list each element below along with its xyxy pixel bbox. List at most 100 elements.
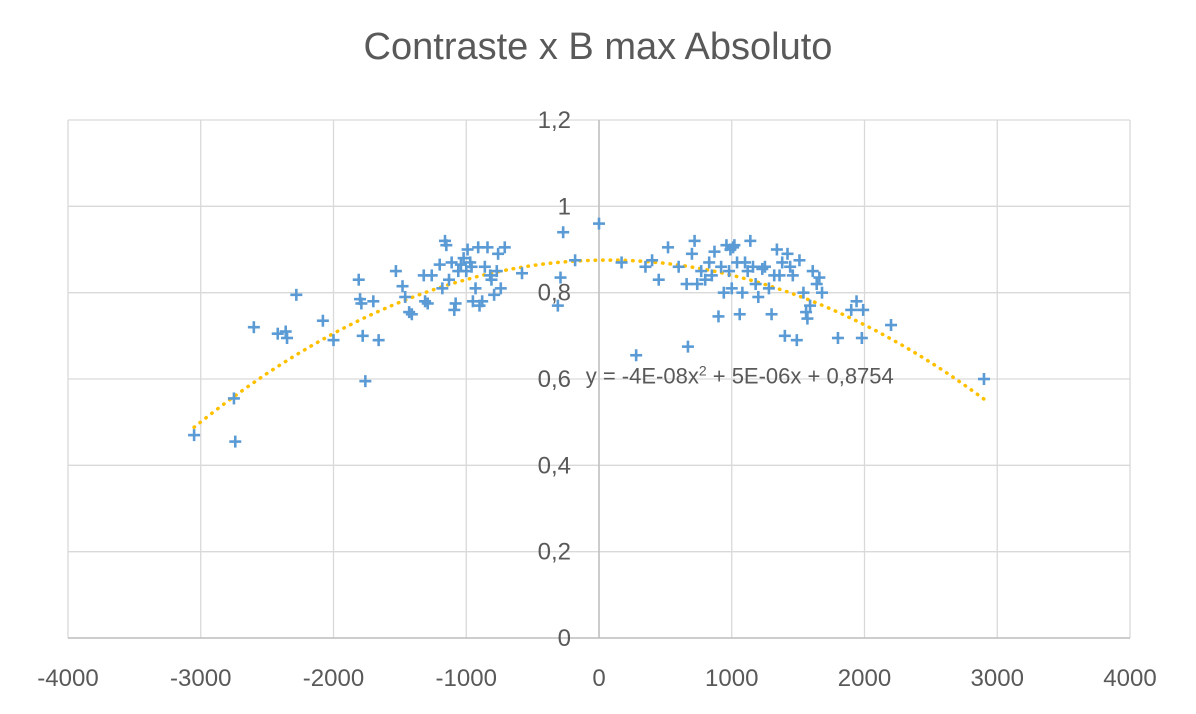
data-point <box>672 260 685 273</box>
y-tick-label: 1,2 <box>538 107 571 134</box>
data-point <box>425 269 438 282</box>
data-point <box>442 273 455 286</box>
data-point <box>845 303 858 316</box>
data-point <box>778 329 791 342</box>
data-point <box>488 288 501 301</box>
data-point <box>705 269 718 282</box>
data-point <box>359 375 372 388</box>
data-point <box>739 256 752 269</box>
data-point <box>744 234 757 247</box>
data-point <box>433 258 446 271</box>
data-point <box>281 331 294 344</box>
y-tick-label: 0,6 <box>538 366 571 393</box>
y-tick-label: 0 <box>558 625 571 652</box>
data-point <box>557 226 570 239</box>
x-tick-label: -1000 <box>436 665 497 692</box>
data-point <box>733 308 746 321</box>
data-point <box>457 252 470 265</box>
data-point <box>498 241 511 254</box>
data-point <box>797 286 810 299</box>
data-point <box>403 306 416 319</box>
data-point <box>699 273 712 286</box>
y-tick-label: 0,4 <box>538 452 571 479</box>
data-point <box>688 234 701 247</box>
data-point <box>490 265 503 278</box>
chart-title: Contraste x B max Absoluto <box>363 26 833 68</box>
data-point <box>448 303 461 316</box>
data-point <box>855 331 868 344</box>
data-point <box>551 299 564 312</box>
data-point <box>746 260 759 273</box>
data-point <box>279 325 292 338</box>
data-point <box>436 282 449 295</box>
data-point <box>593 217 605 230</box>
data-point <box>781 247 794 260</box>
x-tick-label: 2000 <box>838 665 891 692</box>
data-point <box>770 243 783 256</box>
equation-rest: + 5E-06x + 0,8754 <box>707 363 894 388</box>
x-tick-label: -3000 <box>170 665 231 692</box>
data-point <box>372 334 385 347</box>
data-point <box>680 278 693 291</box>
data-point <box>367 295 380 308</box>
data-point <box>356 329 369 342</box>
y-tick-label: 0,8 <box>538 280 571 307</box>
data-point <box>723 265 736 278</box>
data-point <box>188 429 201 442</box>
data-point <box>469 282 482 295</box>
data-point <box>476 295 489 308</box>
data-point <box>399 290 412 303</box>
data-point <box>715 260 728 273</box>
data-point <box>405 308 418 321</box>
trendline-curve <box>192 258 986 430</box>
data-point <box>227 392 240 405</box>
data-point <box>773 269 786 282</box>
data-point <box>762 282 775 295</box>
data-points <box>188 217 990 448</box>
trendline-equation: y = -4E-08x2 + 5E-06x + 0,8754 <box>586 362 894 388</box>
data-point <box>685 247 698 260</box>
data-point <box>681 340 694 353</box>
data-point <box>784 260 797 273</box>
data-point <box>485 273 498 286</box>
data-point <box>813 271 826 284</box>
data-point <box>316 314 329 327</box>
data-point <box>652 273 665 286</box>
data-point <box>396 280 409 293</box>
data-point <box>355 297 368 310</box>
data-point <box>445 256 458 269</box>
data-point <box>727 241 740 254</box>
data-point <box>440 239 453 252</box>
data-point <box>712 310 725 323</box>
data-point <box>756 262 769 275</box>
data-point <box>646 254 659 267</box>
data-point <box>703 256 716 269</box>
data-point <box>758 260 771 273</box>
axes <box>68 120 1130 639</box>
data-point <box>725 282 738 295</box>
data-point <box>481 241 494 254</box>
x-tick-label: 0 <box>592 665 605 692</box>
data-point <box>691 278 704 291</box>
data-point <box>516 267 529 280</box>
data-point <box>749 278 762 291</box>
data-point <box>639 260 652 273</box>
data-point <box>271 327 284 340</box>
data-point <box>569 254 582 267</box>
data-point <box>419 295 432 308</box>
data-point <box>290 288 303 301</box>
data-point <box>804 299 817 312</box>
x-tick-label: 4000 <box>1103 665 1156 692</box>
tick-labels: -4000 -3000 -2000 -1000 0 1000 2000 3000 4000 0 0,… <box>37 107 1156 692</box>
x-tick-label: 1000 <box>705 665 758 692</box>
data-point <box>449 297 462 310</box>
x-tick-label: -4000 <box>37 665 98 692</box>
data-point <box>977 373 990 385</box>
data-point <box>494 282 507 295</box>
equation-superscript: 2 <box>699 362 707 378</box>
data-point <box>885 319 898 332</box>
data-point <box>806 265 819 278</box>
data-point <box>857 303 870 316</box>
data-point <box>765 308 778 321</box>
y-tick-label: 0,2 <box>538 539 571 566</box>
